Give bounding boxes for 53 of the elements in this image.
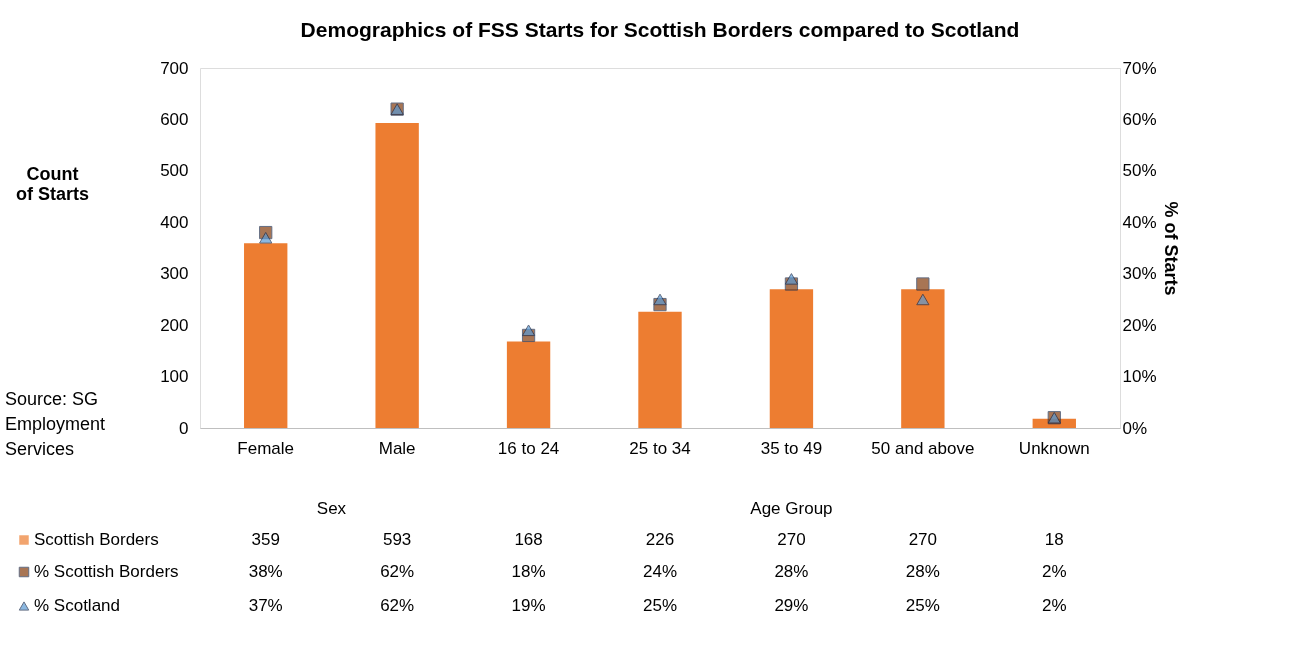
data-label: 19% <box>511 596 546 615</box>
data-label: 168 <box>514 530 543 549</box>
y2-tick-label: 70% <box>1122 58 1157 78</box>
data-label: 270 <box>908 530 938 549</box>
data-label: 25% <box>642 596 678 615</box>
text: Age Group <box>750 499 833 518</box>
data-label: 29% <box>774 596 809 615</box>
x-tick-label: Male <box>378 438 416 458</box>
data-label: 62% <box>380 596 415 615</box>
legend-label: Scottish Borders <box>34 530 159 549</box>
data-label: 226 <box>645 530 675 549</box>
source-note: Source: SG Employment Services <box>5 389 106 459</box>
legend-label: % Scottish Borders <box>34 562 179 581</box>
y2-tick-label: 30% <box>1122 264 1157 284</box>
y-tick-label: 500 <box>160 161 189 181</box>
y-tick-label: 0 <box>179 418 189 438</box>
y2-tick-label: 0% <box>1122 418 1148 438</box>
data-label: 2% <box>1042 562 1067 581</box>
data-label: 38% <box>248 562 283 581</box>
x-tick-label: 16 to 24 <box>497 438 560 458</box>
data-label: 18% <box>511 562 546 581</box>
data-label: 270 <box>777 530 806 549</box>
x-tick-label: Female <box>237 438 295 458</box>
x-tick-label: Unknown <box>1018 438 1090 458</box>
data-label: 62% <box>380 562 415 581</box>
data-label: 25% <box>905 596 940 615</box>
data-label: 24% <box>642 562 678 581</box>
y-tick-label: 400 <box>160 212 189 232</box>
y2-tick-label: 60% <box>1122 109 1157 129</box>
y-tick-label: 200 <box>160 315 189 335</box>
data-label: 28% <box>774 562 809 581</box>
y2-tick-label: 40% <box>1122 212 1157 232</box>
y-axis-title: Count of Starts <box>15 163 90 204</box>
chart-title: Demographics of FSS Starts for Scottish Borders compared to Scotland <box>300 18 1020 41</box>
data-label: 359 <box>251 530 280 549</box>
data-label: 593 <box>382 530 412 549</box>
y-tick-label: 300 <box>160 264 189 284</box>
x-tick-label: 25 to 34 <box>629 438 691 458</box>
y2-tick-label: 20% <box>1122 315 1157 335</box>
y2-tick-label: 50% <box>1122 161 1157 181</box>
data-label: 2% <box>1042 596 1067 615</box>
y-tick-label: 100 <box>160 367 189 387</box>
y-tick-label: 600 <box>160 109 189 129</box>
y-tick-label: 700 <box>160 58 189 78</box>
data-label: 28% <box>905 562 940 581</box>
data-label: 37% <box>248 596 283 615</box>
y2-axis-title: % of Starts <box>1160 201 1181 296</box>
x-tick-label: 35 to 49 <box>760 438 823 458</box>
legend-label: % Scotland <box>34 596 120 615</box>
data-label: 18 <box>1044 530 1064 549</box>
text: Sex <box>316 499 347 518</box>
y2-tick-label: 10% <box>1122 367 1157 387</box>
x-tick-label: 50 and above <box>871 438 975 458</box>
